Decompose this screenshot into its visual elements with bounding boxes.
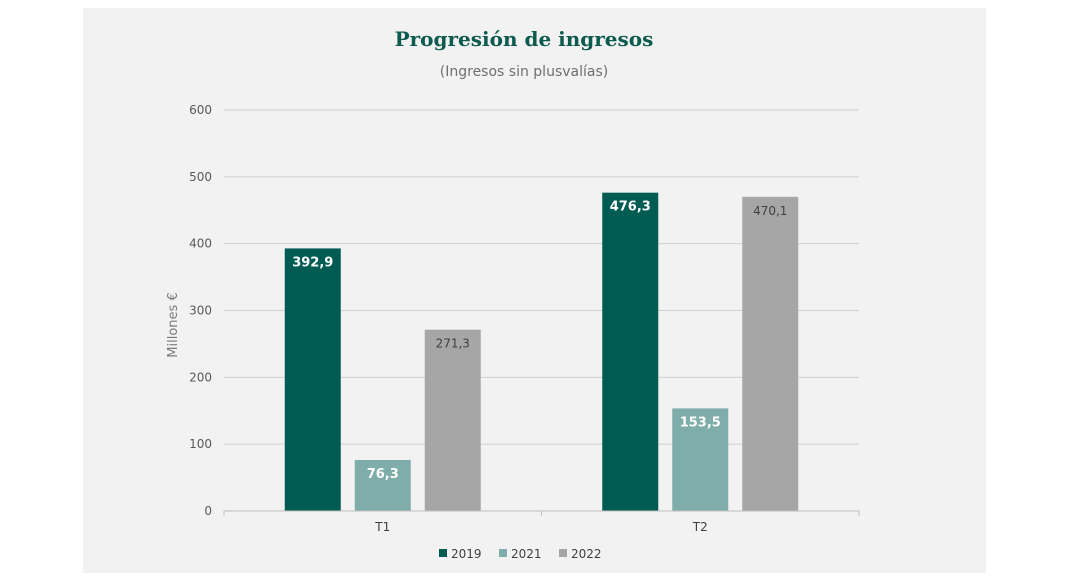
legend-label-2019: 2019 bbox=[451, 547, 482, 561]
data-label: 153,5 bbox=[680, 415, 721, 430]
bar-2022-T2 bbox=[742, 196, 799, 511]
bar-2021-T2 bbox=[672, 408, 729, 511]
data-labels: 392,9 76,3 271,3 476,3 153,5 470,1 bbox=[292, 200, 787, 482]
legend: 2019 2021 2022 bbox=[439, 547, 602, 561]
x-axis: T1 T2 bbox=[223, 510, 860, 534]
bar-chart: Progresión de ingresos (Ingresos sin plu… bbox=[166, 27, 860, 561]
bar-2019-T1 bbox=[284, 248, 341, 511]
y-tick-label: 600 bbox=[189, 103, 212, 117]
x-tick-label-T1: T1 bbox=[374, 520, 390, 534]
y-axis-label: Millones € bbox=[166, 292, 181, 357]
x-tick-label-T2: T2 bbox=[692, 520, 708, 534]
y-tick-label: 100 bbox=[189, 437, 212, 451]
legend-swatch-2021 bbox=[499, 549, 507, 557]
bars bbox=[284, 192, 799, 511]
data-label: 470,1 bbox=[753, 204, 787, 218]
legend-swatch-2019 bbox=[439, 549, 447, 557]
y-tick-label: 200 bbox=[189, 370, 212, 384]
data-label: 76,3 bbox=[367, 467, 399, 482]
y-tick-label: 300 bbox=[189, 304, 212, 318]
legend-label-2022: 2022 bbox=[571, 547, 602, 561]
y-tick-label: 0 bbox=[204, 504, 212, 518]
bar-2022-T1 bbox=[424, 329, 481, 511]
data-label: 476,3 bbox=[610, 200, 651, 215]
y-axis-ticks: 0 100 200 300 400 500 600 bbox=[189, 103, 212, 518]
chart-subtitle: (Ingresos sin plusvalías) bbox=[440, 64, 608, 80]
chart-title: Progresión de ingresos bbox=[395, 27, 654, 51]
legend-swatch-2022 bbox=[559, 549, 567, 557]
data-label: 392,9 bbox=[292, 255, 333, 270]
data-label: 271,3 bbox=[436, 337, 470, 351]
bar-2021-T1 bbox=[354, 460, 411, 511]
y-tick-label: 500 bbox=[189, 170, 212, 184]
bar-2019-T2 bbox=[602, 192, 659, 511]
y-tick-label: 400 bbox=[189, 237, 212, 251]
legend-label-2021: 2021 bbox=[511, 547, 542, 561]
chart-panel: Progresión de ingresos (Ingresos sin plu… bbox=[83, 8, 986, 573]
